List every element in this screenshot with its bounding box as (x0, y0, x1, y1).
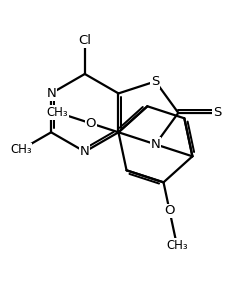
Text: Cl: Cl (78, 34, 91, 47)
Text: S: S (151, 75, 160, 88)
Text: S: S (213, 106, 221, 119)
Text: CH₃: CH₃ (10, 143, 32, 156)
Text: N: N (46, 87, 56, 100)
Text: N: N (80, 145, 90, 158)
Text: CH₃: CH₃ (166, 239, 188, 252)
Text: N: N (151, 138, 160, 151)
Text: O: O (164, 204, 175, 217)
Text: O: O (85, 117, 96, 130)
Text: CH₃: CH₃ (47, 106, 68, 119)
